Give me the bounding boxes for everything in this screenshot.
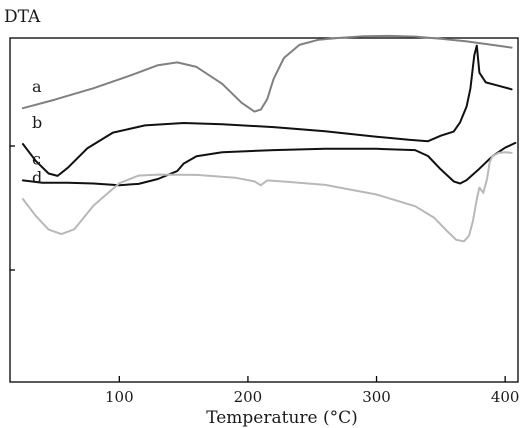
x-tick-label-200: 200	[234, 388, 263, 406]
curve-b	[21, 44, 513, 177]
plot-frame	[9, 37, 519, 383]
curve-label-d: d	[32, 168, 42, 187]
curve-label-c: c	[32, 149, 41, 168]
x-axis-ticks: 100 200 300 400	[105, 376, 519, 406]
x-tick-label-400: 400	[491, 388, 520, 406]
y-tick-marks	[10, 145, 15, 271]
x-tick-label-300: 300	[362, 388, 391, 406]
curve-label-a: a	[32, 77, 42, 96]
curve-c	[21, 141, 517, 187]
curve-a	[21, 34, 513, 113]
curve-d	[21, 151, 513, 243]
dta-curves	[21, 34, 517, 243]
curve-label-b: b	[32, 113, 42, 132]
x-axis-label: Temperature (°C)	[206, 408, 358, 428]
y-axis-label: DTA	[4, 7, 41, 27]
x-tick-label-100: 100	[105, 388, 134, 406]
